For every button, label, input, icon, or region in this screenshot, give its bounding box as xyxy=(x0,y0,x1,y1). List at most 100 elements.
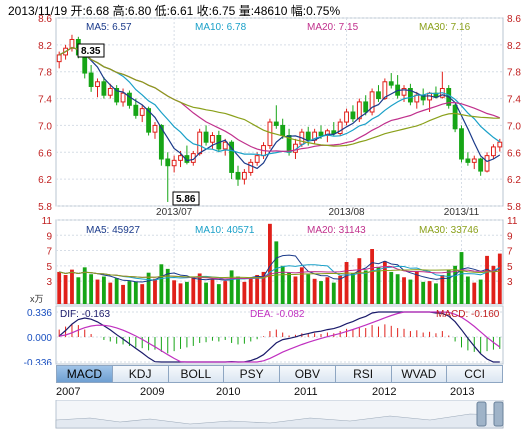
tab-cci[interactable]: CCI xyxy=(446,365,503,383)
price-y-tick-left: 7.8 xyxy=(38,68,52,79)
volume-bar xyxy=(229,270,234,304)
volume-bar xyxy=(382,261,387,304)
high-annotation-box xyxy=(77,43,105,58)
candle-body xyxy=(465,158,471,163)
volume-bar xyxy=(408,279,413,304)
candle-body xyxy=(133,104,139,116)
candle-body xyxy=(459,128,464,160)
candle-body xyxy=(280,124,286,137)
timeline-year: 2007 xyxy=(56,386,81,398)
volume-bar xyxy=(70,269,74,304)
volume-bar xyxy=(95,279,100,304)
volume-bar xyxy=(465,276,470,304)
volume-bar xyxy=(338,275,343,304)
price-panel-frame xyxy=(55,17,504,207)
volume-bar xyxy=(133,281,138,304)
volume-y-tick-left: 7 xyxy=(46,247,52,258)
volume-bar xyxy=(197,273,202,304)
candle-body xyxy=(139,108,145,116)
stock-chart[interactable]: 8.6 8.6 8.2 8.2 7.8 7.8 7.4 7.4 7.0 7.0 6.6 6.6 6.2 6… xyxy=(0,0,527,365)
price-y-tick-left: 8.6 xyxy=(38,14,52,25)
close-value: 6.75 xyxy=(212,4,236,18)
candle-body xyxy=(152,124,158,133)
volume-bar xyxy=(191,277,196,304)
candle-body xyxy=(267,121,273,147)
price-y-tick-left: 6.6 xyxy=(38,148,52,159)
volume-bar xyxy=(63,274,68,304)
open-label: 开: xyxy=(70,4,86,18)
price-grid xyxy=(56,17,503,304)
timeline-right-handle[interactable] xyxy=(493,401,504,427)
volume-ma5-label: MA5: 45927 xyxy=(86,225,140,236)
price-y-tick-right: 8.6 xyxy=(507,14,521,25)
volume-ma10-line xyxy=(59,264,501,281)
candle-body xyxy=(82,54,88,74)
tab-boll[interactable]: BOLL xyxy=(167,365,224,383)
candle-body xyxy=(478,158,484,172)
volume-bar xyxy=(172,280,177,304)
volume-bar xyxy=(414,271,419,304)
tab-macd[interactable]: MACD xyxy=(56,365,112,383)
volume-bar xyxy=(140,284,145,304)
volume-y-tick-left: 9 xyxy=(46,231,52,242)
volume-bar xyxy=(287,272,291,304)
tab-wvad[interactable]: WVAD xyxy=(390,365,447,383)
candle-body xyxy=(337,121,343,134)
timeline-year: 2009 xyxy=(140,386,165,398)
volume-bar xyxy=(312,278,317,304)
candle-body xyxy=(331,130,337,134)
candle-body xyxy=(471,158,477,163)
volume-bar xyxy=(485,255,489,304)
price-ma20-label: MA20: 7.15 xyxy=(307,22,359,33)
volume-bar xyxy=(331,282,336,304)
moving-average-lines xyxy=(58,46,501,170)
volume-bar xyxy=(146,272,151,304)
candle-body xyxy=(210,135,215,143)
candle-body xyxy=(401,88,407,96)
price-y-tick-right: 8.2 xyxy=(507,41,521,52)
volume-bar xyxy=(159,264,164,304)
volume-y-tick-left: 3 xyxy=(46,277,52,288)
candlestick-series xyxy=(56,34,503,202)
timeline-navigator[interactable] xyxy=(0,400,527,429)
timeline-left-handle[interactable] xyxy=(476,401,487,427)
candle-body xyxy=(273,121,279,126)
volume-bar xyxy=(127,281,132,304)
price-y-tick-left: 7.0 xyxy=(38,121,52,132)
open-value: 6.68 xyxy=(85,4,110,18)
candle-body xyxy=(452,104,458,130)
volume-ma5-line xyxy=(59,254,501,283)
volume-bar xyxy=(344,262,349,304)
volume-bar xyxy=(421,281,426,304)
change-value: 0.75% xyxy=(306,4,341,18)
volume-bars xyxy=(57,223,502,304)
macd-axis-labels: 0.336 0.000 -0.336 xyxy=(24,308,53,365)
tab-psy[interactable]: PSY xyxy=(223,365,279,383)
volume-bar xyxy=(242,281,247,304)
volume-bar xyxy=(376,267,381,304)
volume-bar xyxy=(178,283,183,304)
ma5-line xyxy=(58,46,501,170)
candle-body xyxy=(229,141,235,173)
price-y-tick-right: 7.0 xyxy=(507,121,521,132)
volume-bar xyxy=(216,284,221,304)
volume-y-tick-right: 7 xyxy=(507,247,513,258)
volume-bar xyxy=(440,274,445,304)
volume-bar xyxy=(76,277,81,304)
price-y-tick-right: 7.4 xyxy=(507,95,521,106)
price-y-tick-left: 5.8 xyxy=(38,202,52,213)
volume-label: 量: xyxy=(238,4,255,18)
candle-body xyxy=(178,155,183,161)
high-annotation: 8.35 xyxy=(81,46,101,57)
volume-bar xyxy=(325,277,330,304)
tab-obv[interactable]: OBV xyxy=(279,365,335,383)
tab-rsi[interactable]: RSI xyxy=(334,365,391,383)
candle-body xyxy=(165,158,171,167)
candle-body xyxy=(376,91,381,100)
candle-body xyxy=(146,108,152,133)
volume-bar xyxy=(389,271,394,304)
tab-kdj[interactable]: KDJ xyxy=(111,365,168,383)
candle-body xyxy=(344,111,349,123)
price-y-tick-right: 7.8 xyxy=(507,68,521,79)
volume-bar xyxy=(293,276,298,304)
